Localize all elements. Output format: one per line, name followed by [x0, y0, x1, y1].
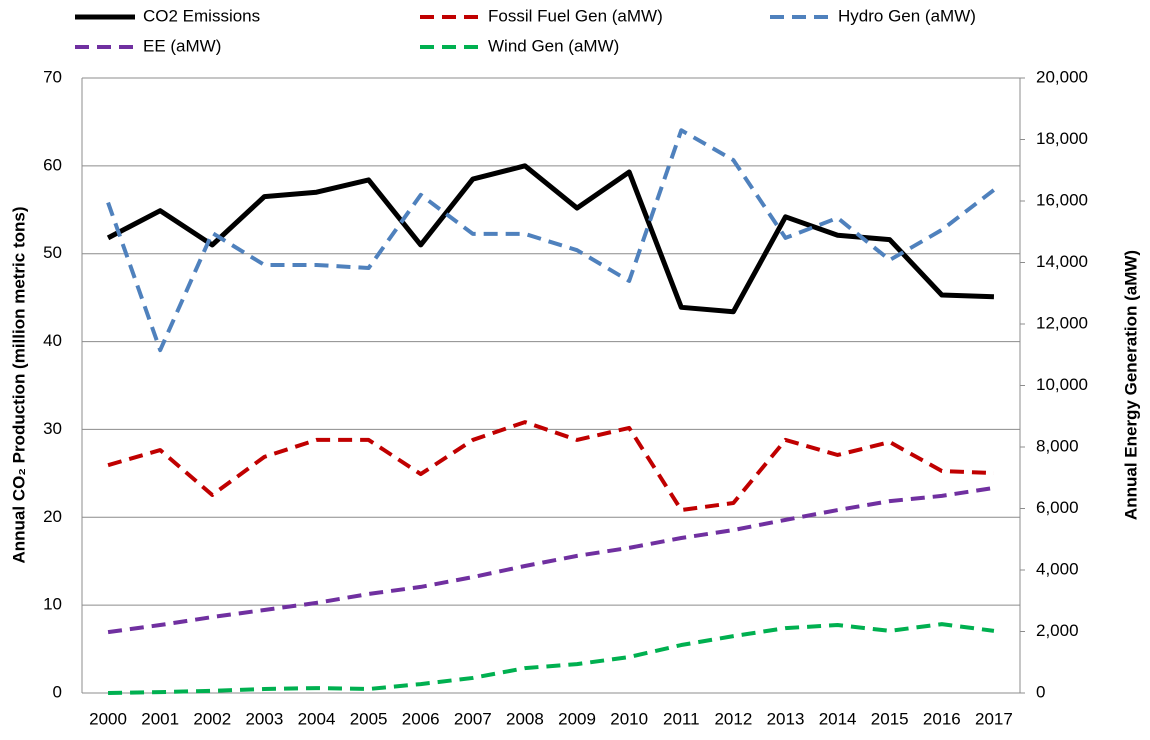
line-series [107, 420, 995, 513]
line-series [108, 622, 995, 695]
x-tick-label: 2002 [193, 709, 231, 728]
x-tick-label: 2000 [89, 709, 127, 728]
x-tick-label: 2001 [141, 709, 179, 728]
y2-tick-label: 8,000 [1036, 436, 1079, 455]
x-tick-label: 2013 [767, 709, 805, 728]
legend-label: Hydro Gen (aMW) [838, 6, 976, 25]
x-tick-label: 2016 [923, 709, 961, 728]
y-tick-label: 40 [43, 331, 62, 350]
x-tick-label: 2008 [506, 709, 544, 728]
line-series [107, 485, 995, 635]
y2-tick-label: 4,000 [1036, 559, 1079, 578]
legend-label: Wind Gen (aMW) [488, 36, 619, 55]
line-series [106, 163, 995, 315]
x-tick-label: 2014 [819, 709, 857, 728]
y-tick-label: 20 [43, 507, 62, 526]
y2-tick-label: 14,000 [1036, 252, 1088, 271]
legend-label: Fossil Fuel Gen (aMW) [488, 6, 663, 25]
y2-tick-label: 12,000 [1036, 313, 1088, 332]
legend-label: EE (aMW) [143, 36, 221, 55]
x-tick-label: 2010 [610, 709, 648, 728]
x-tick-label: 2017 [975, 709, 1013, 728]
y2-tick-label: 16,000 [1036, 190, 1088, 209]
x-tick-label: 2004 [298, 709, 336, 728]
y2-tick-label: 0 [1036, 682, 1045, 701]
y2-tick-label: 6,000 [1036, 498, 1079, 517]
x-tick-label: 2003 [245, 709, 283, 728]
x-tick-label: 2007 [454, 709, 492, 728]
y-tick-label: 60 [43, 155, 62, 174]
x-tick-label: 2005 [350, 709, 388, 728]
x-tick-label: 2012 [714, 709, 752, 728]
y-axis-title: Annual CO₂ Production (million metric to… [9, 207, 28, 564]
y2-axis-title: Annual Energy Generation (aMW) [1121, 250, 1140, 520]
y-tick-label: 70 [43, 67, 62, 86]
x-tick-label: 2009 [558, 709, 596, 728]
y-tick-label: 30 [43, 419, 62, 438]
x-tick-label: 2006 [402, 709, 440, 728]
y-tick-label: 10 [43, 595, 62, 614]
y2-tick-label: 10,000 [1036, 375, 1088, 394]
legend-label: CO2 Emissions [143, 6, 260, 25]
y2-tick-label: 2,000 [1036, 621, 1079, 640]
y-tick-label: 0 [53, 682, 62, 701]
y2-tick-label: 18,000 [1036, 129, 1088, 148]
line-series [106, 128, 996, 353]
y2-tick-label: 20,000 [1036, 67, 1088, 86]
x-tick-label: 2011 [663, 709, 700, 728]
y-tick-label: 50 [43, 243, 62, 262]
x-tick-label: 2015 [871, 709, 909, 728]
